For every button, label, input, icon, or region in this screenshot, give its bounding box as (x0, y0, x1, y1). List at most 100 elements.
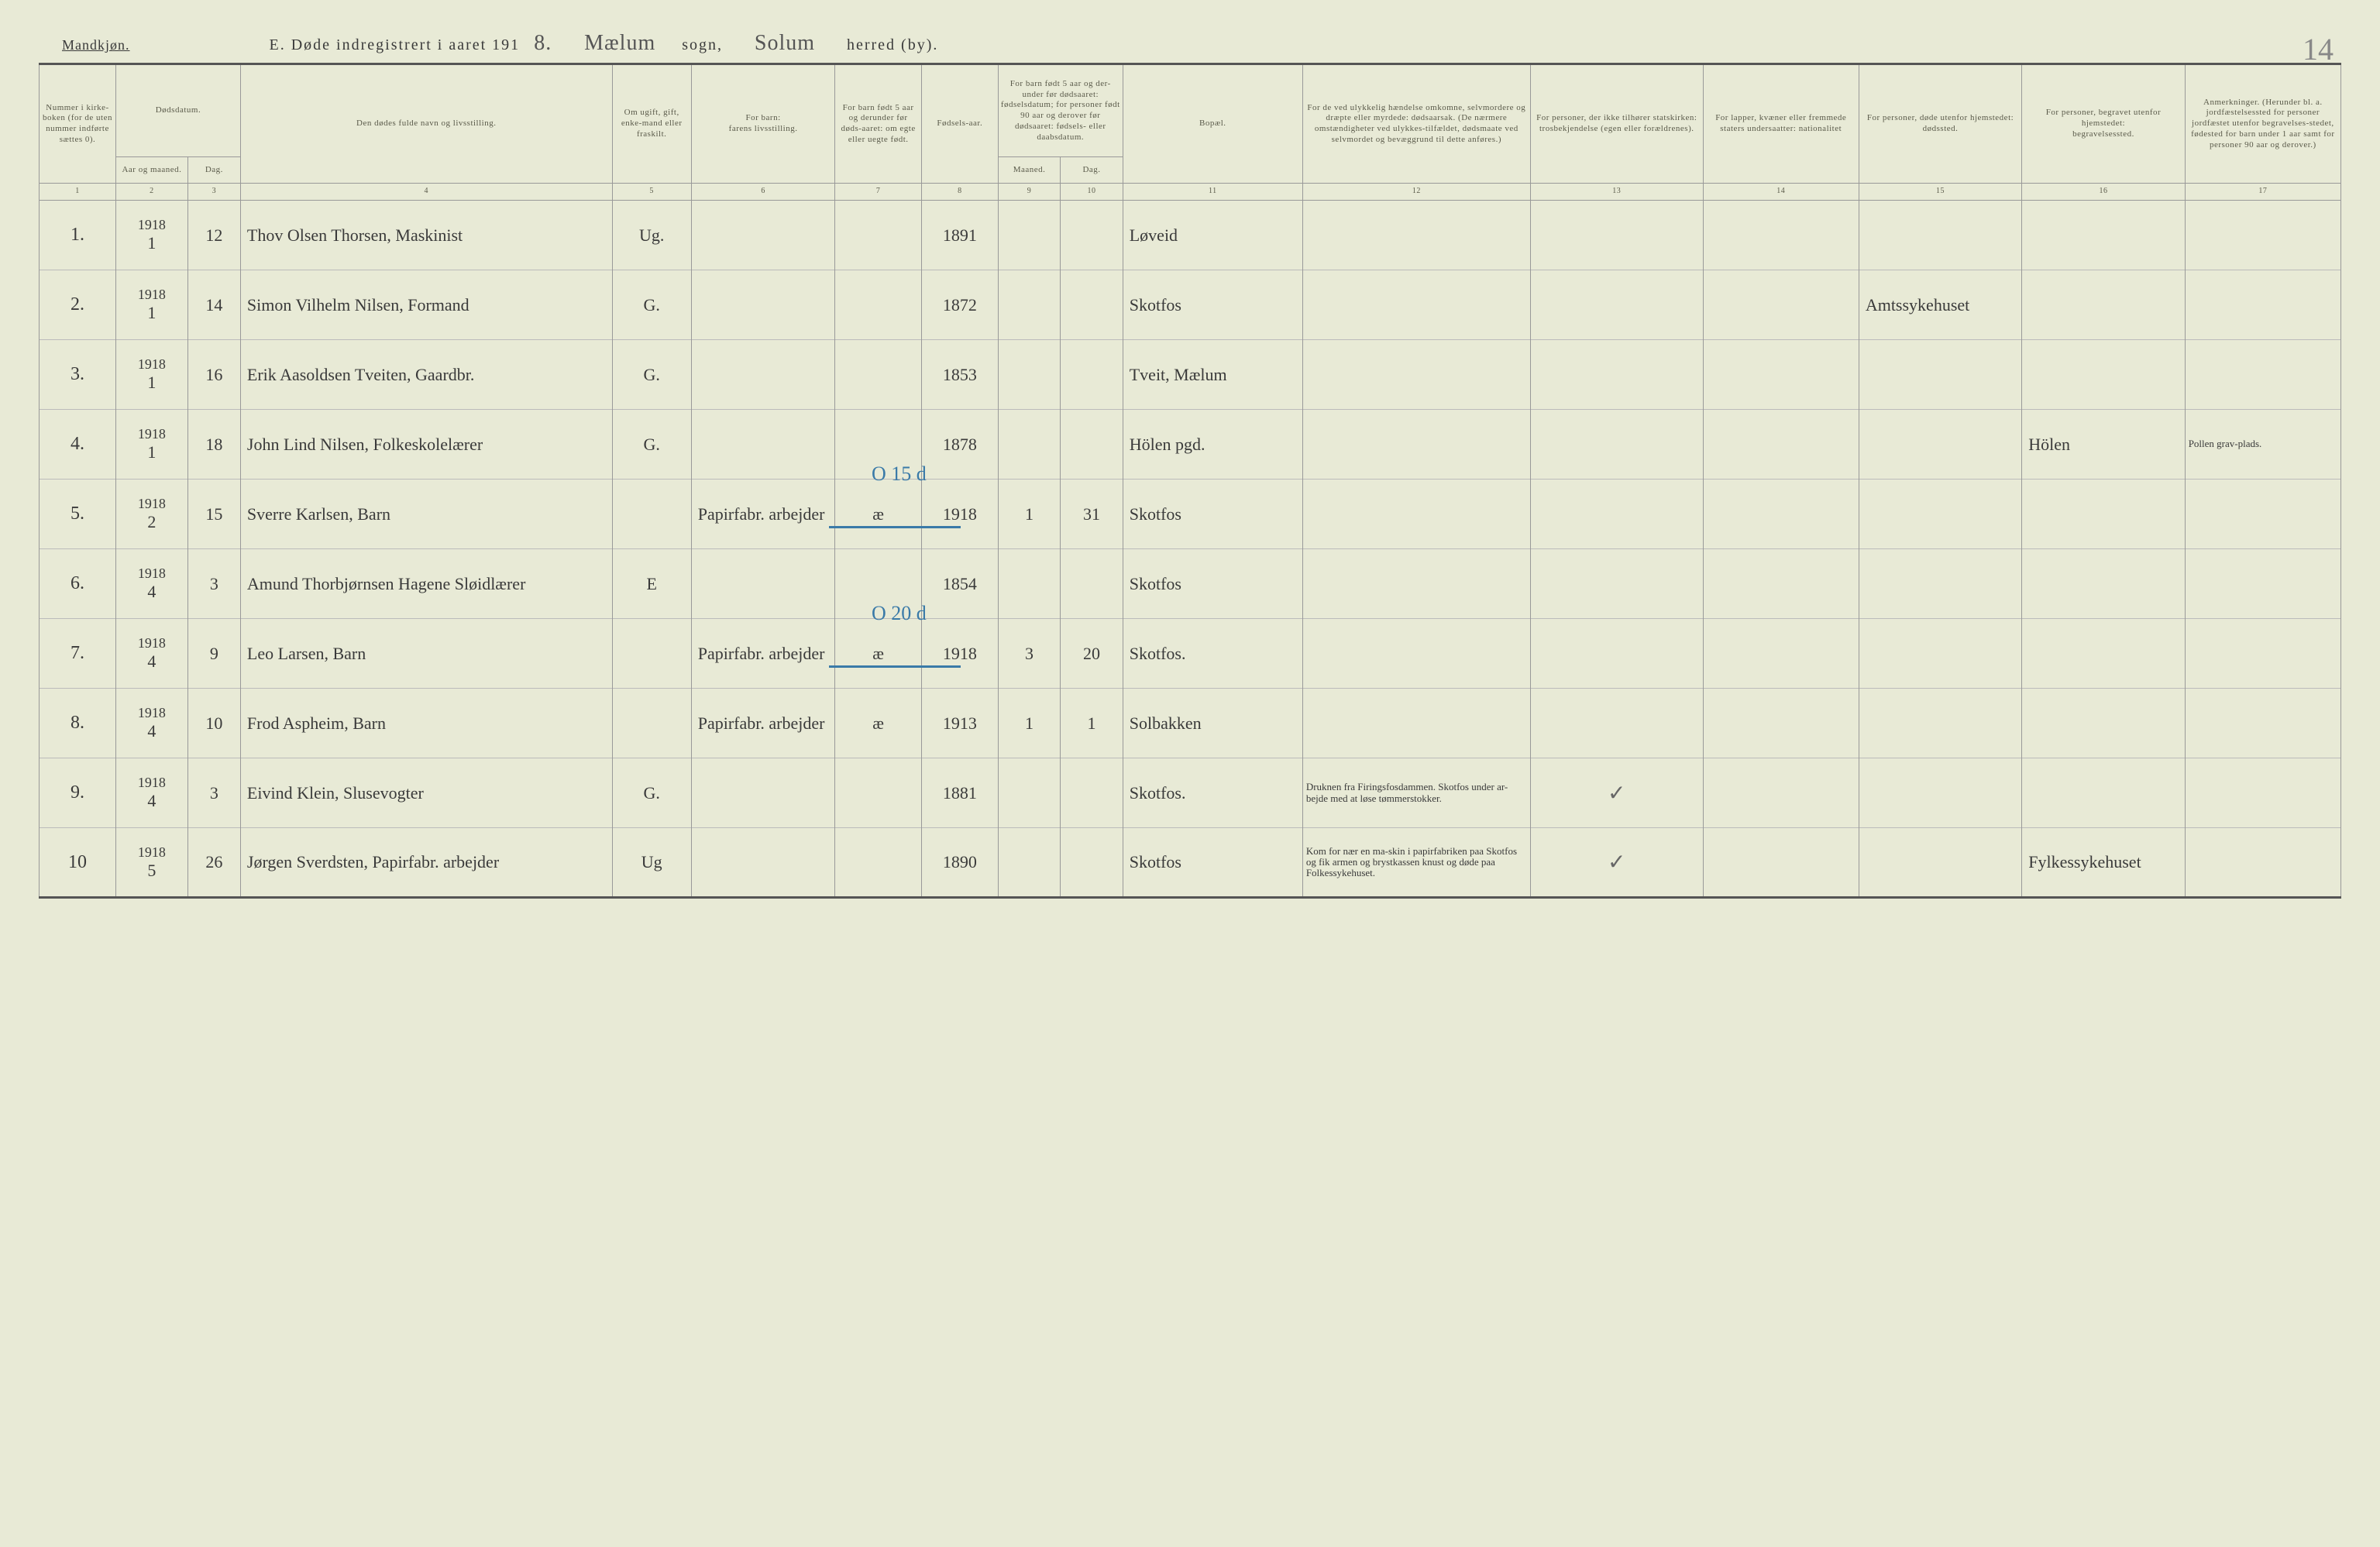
cell: 10 (40, 828, 116, 898)
table-row: 5.1918215Sverre Karlsen, BarnPapirfabr. … (40, 480, 2341, 549)
cell (691, 201, 835, 270)
cell: 3 (998, 619, 1060, 689)
cell: Skotfos (1123, 828, 1302, 898)
cell (1530, 549, 1703, 619)
title-prefix: E. Døde indregistrert i aaret 191 (270, 36, 521, 54)
cell: 15 (187, 480, 240, 549)
col-header: For barn født 5 aar og derunder før døds… (835, 64, 921, 184)
cell: 8. (40, 689, 116, 758)
cell (1302, 619, 1530, 689)
cell: 9 (187, 619, 240, 689)
col-subheader: Dag. (187, 157, 240, 184)
cell (2022, 689, 2185, 758)
col-header: For de ved ulykkelig hændelse omkomne, s… (1302, 64, 1530, 184)
cell (2185, 828, 2340, 898)
cell: 19184 (116, 549, 188, 619)
cell (1703, 201, 1859, 270)
cell (835, 270, 921, 340)
cell: 1881 (921, 758, 998, 828)
cell: 1918 (921, 619, 998, 689)
col-subheader: Dag. (1061, 157, 1123, 184)
year-suffix: 8. (528, 31, 558, 57)
herred-value: Solum (731, 31, 839, 57)
cell: Skotfos (1123, 270, 1302, 340)
cell (1061, 201, 1123, 270)
cell (1302, 201, 1530, 270)
cell: 26 (187, 828, 240, 898)
cell (2185, 619, 2340, 689)
cell (2022, 619, 2185, 689)
table-head: Nummer i kirke-boken (for de uten nummer… (40, 64, 2341, 201)
cell: 9. (40, 758, 116, 828)
cell (1530, 410, 1703, 480)
cell: 1853 (921, 340, 998, 410)
table-row: 6.191843Amund Thorbjørnsen Hagene Sløidl… (40, 549, 2341, 619)
col-header: For lapper, kvæner eller fremmede stater… (1703, 64, 1859, 184)
table-row: 101918526Jørgen Sverdsten, Papirfabr. ar… (40, 828, 2341, 898)
col-num: 9 (998, 184, 1060, 201)
cell (1530, 340, 1703, 410)
cell (612, 480, 691, 549)
col-subheader: Maaned. (998, 157, 1060, 184)
cell: 1 (998, 689, 1060, 758)
cell (2022, 270, 2185, 340)
cell (612, 689, 691, 758)
cell: Hölen pgd. (1123, 410, 1302, 480)
cell (691, 410, 835, 480)
cell (1530, 201, 1703, 270)
cell (835, 549, 921, 619)
cell (1859, 480, 2021, 549)
cell (2185, 758, 2340, 828)
col-num: 5 (612, 184, 691, 201)
cell: Skotfos (1123, 549, 1302, 619)
cell (835, 340, 921, 410)
cell (1703, 340, 1859, 410)
col-num: 7 (835, 184, 921, 201)
cell (1703, 758, 1859, 828)
col-num: 14 (1703, 184, 1859, 201)
cell: 19182 (116, 480, 188, 549)
cell (835, 201, 921, 270)
cell: Frod Aspheim, Barn (240, 689, 612, 758)
cell (1302, 270, 1530, 340)
cell (998, 549, 1060, 619)
cell: G. (612, 270, 691, 340)
col-header: Fødsels-aar. (921, 64, 998, 184)
cell (2022, 758, 2185, 828)
cell: 5. (40, 480, 116, 549)
cell (1061, 828, 1123, 898)
cell: 12 (187, 201, 240, 270)
col-num: 10 (1061, 184, 1123, 201)
cell: Hölen (2022, 410, 2185, 480)
cell (1302, 480, 1530, 549)
cell: 31 (1061, 480, 1123, 549)
cell: 1918 (921, 480, 998, 549)
cell: 3 (187, 758, 240, 828)
col-header: Anmerkninger. (Herunder bl. a. jordfæste… (2185, 64, 2340, 184)
cell: 14 (187, 270, 240, 340)
col-num: 12 (1302, 184, 1530, 201)
cell (1859, 410, 2021, 480)
cell: 1913 (921, 689, 998, 758)
cell (1859, 828, 2021, 898)
cell: 1872 (921, 270, 998, 340)
col-header: For personer, begravet utenfor hjemstede… (2022, 64, 2185, 184)
col-num: 6 (691, 184, 835, 201)
cell (2022, 201, 2185, 270)
cell: 10 (187, 689, 240, 758)
cell (2022, 340, 2185, 410)
table-row: 7.191849Leo Larsen, BarnPapirfabr. arbej… (40, 619, 2341, 689)
cell: 19185 (116, 828, 188, 898)
register-page: 14 Mandkjøn. E. Døde indregistrert i aar… (39, 31, 2341, 899)
col-num: 2 (116, 184, 188, 201)
cell: Thov Olsen Thorsen, Maskinist (240, 201, 612, 270)
cell: 2. (40, 270, 116, 340)
register-table: Nummer i kirke-boken (for de uten nummer… (39, 63, 2341, 899)
cell: ✓ (1530, 828, 1703, 898)
table-row: 4.1918118John Lind Nilsen, Folkeskolelær… (40, 410, 2341, 480)
cell (1859, 689, 2021, 758)
cell: G. (612, 410, 691, 480)
cell: 19184 (116, 689, 188, 758)
cell (2185, 201, 2340, 270)
cell: Papirfabr. arbejder (691, 480, 835, 549)
